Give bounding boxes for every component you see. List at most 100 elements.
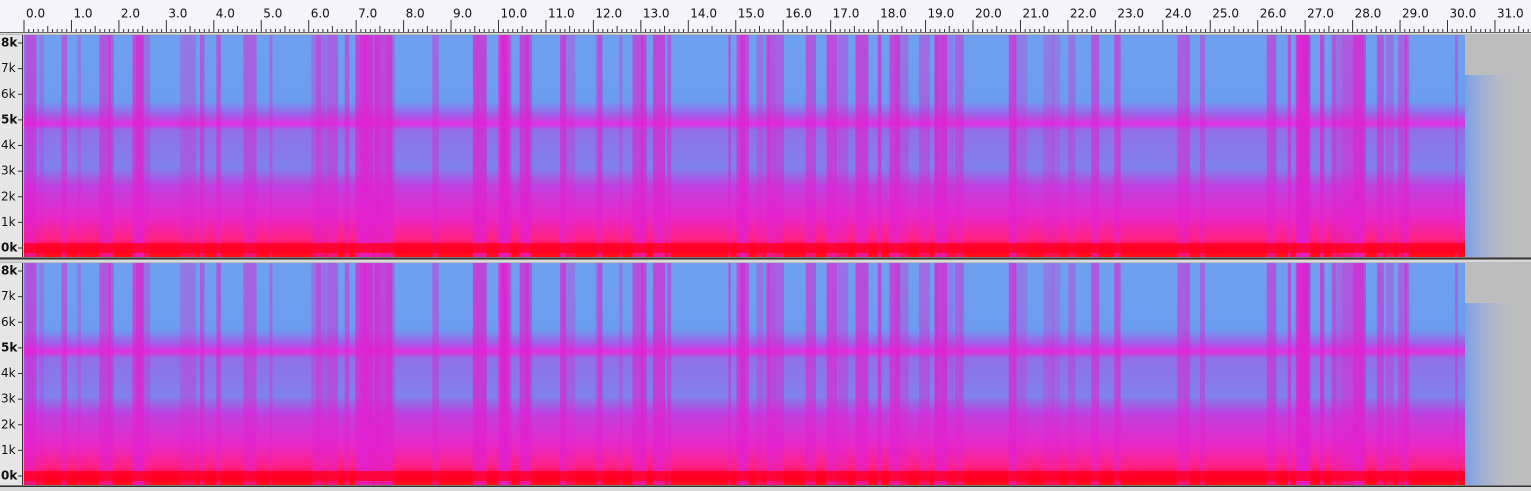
spectrogram-stripe <box>327 263 338 485</box>
spectrogram-stripe <box>1052 263 1061 485</box>
spectrogram-stripe <box>756 35 764 257</box>
spectrogram-stripe <box>24 263 38 485</box>
spectrogram-stripe <box>216 35 221 257</box>
spectrogram-stripe <box>472 263 487 485</box>
spectrogram-stripe <box>595 263 603 485</box>
spectrogram-stripe <box>855 35 869 257</box>
ruler-label: 0.0 <box>26 7 45 21</box>
ruler-label: 6.0 <box>311 7 330 21</box>
spectrogram-stripe <box>1266 35 1277 257</box>
spectrogram-stripe <box>1455 263 1458 485</box>
spectrogram-stripe <box>476 35 479 257</box>
ruler-label: 12.0 <box>595 7 622 21</box>
spectrogram-stripe <box>243 263 257 485</box>
track: 8k 7k 6k 5k 4k 3k 2k 1k 0k <box>0 34 1531 260</box>
spectrogram-stripe <box>311 263 322 485</box>
spectrogram-stripe <box>344 263 350 485</box>
spectrogram-stripe <box>934 263 948 485</box>
spectrogram-stripe <box>432 35 439 257</box>
spectrogram-stripe <box>61 35 68 257</box>
spectrogram-stripe <box>1332 35 1336 257</box>
scale-label: 3k <box>1 164 16 178</box>
spectrogram-stripe <box>182 35 196 257</box>
spectrogram-stripe <box>767 263 776 485</box>
spectrogram-stripe <box>344 35 350 257</box>
spectrogram-stripe <box>855 263 869 485</box>
scale-label: 1k <box>1 443 16 457</box>
spectrogram-stripe <box>632 35 643 257</box>
spectrogram-stripe <box>838 263 849 485</box>
spectrogram-stripe <box>525 263 533 485</box>
ruler-label: 11.0 <box>548 7 575 21</box>
scale-label: 3k <box>1 392 16 406</box>
spectrogram-stripe <box>934 35 948 257</box>
spectrogram-stripe <box>1331 263 1343 485</box>
spectrogram-stripe <box>1014 35 1028 257</box>
spectrogram-stripe <box>500 35 507 257</box>
spectrogram-stripe <box>1266 263 1277 485</box>
spectrogram-stripe <box>1385 263 1394 485</box>
spectrogram-stripe <box>179 35 183 257</box>
spectrogram-stripe <box>374 35 382 257</box>
spectrogram-stripe <box>199 263 205 485</box>
spectrogram-stripe <box>525 35 533 257</box>
spectrogram-stripe <box>1014 263 1028 485</box>
spectrogram-stripe <box>1320 263 1325 485</box>
spectrogram-stripe <box>1114 35 1121 257</box>
spectrogram-stripe <box>108 35 114 257</box>
spectrogram-stripe <box>77 35 81 257</box>
spectrogram-stripe <box>826 35 838 257</box>
spectrogram-stripe <box>61 263 68 485</box>
spectrogram-stripe <box>1091 35 1100 257</box>
spectrogram-stripe <box>1186 263 1191 485</box>
spectrogram-stripe <box>640 35 647 257</box>
scale-label: 6k <box>1 87 16 101</box>
spectrogram-stripe <box>767 35 776 257</box>
track: 8k 7k 6k 5k 4k 3k 2k 1k 0k <box>0 262 1531 488</box>
spectrogram-stripe <box>736 263 746 485</box>
scale-label: 2k <box>1 417 16 431</box>
spectrogram-stripe <box>1068 263 1076 485</box>
spectrogram-stripe <box>519 263 530 485</box>
spectrogram-stripe <box>805 263 816 485</box>
spectrogram-stripe <box>26 35 36 257</box>
spectrogram-stripe <box>765 263 770 485</box>
spectrogram-stripe <box>560 263 567 485</box>
spectrogram-stripe <box>1091 263 1100 485</box>
spectrogram-stripe <box>619 263 623 485</box>
timeline-ruler[interactable] <box>0 0 1531 33</box>
scale-label: 2k <box>1 189 16 203</box>
spectrogram-stripe <box>597 263 603 485</box>
spectrogram-stripe <box>1404 263 1408 485</box>
ruler-label: 23.0 <box>1117 7 1144 21</box>
spectrogram-stripe <box>1332 263 1336 485</box>
spectrogram-stripe <box>1200 263 1206 485</box>
spectrogram-stripe <box>472 35 487 257</box>
spectrogram-stripe <box>519 35 530 257</box>
ruler-label: 13.0 <box>643 7 670 21</box>
spectrogram-stripe <box>728 263 731 485</box>
spectrogram-stripe <box>1376 263 1384 485</box>
spectrogram-stripe <box>1287 263 1292 485</box>
spectrogram-stripe <box>315 263 327 485</box>
ruler-label: 19.0 <box>928 7 955 21</box>
ruler-label: 21.0 <box>1022 7 1049 21</box>
scale-label: 1k <box>1 215 16 229</box>
scale-label: 5k <box>1 112 18 126</box>
ruler-label: 8.0 <box>406 7 425 21</box>
spectrogram-stripe <box>632 263 643 485</box>
ruler-label: 10.0 <box>501 7 528 21</box>
spectrogram-stripe <box>955 35 964 257</box>
spectrogram-stripe <box>476 263 479 485</box>
spectrogram-stripe <box>889 35 901 257</box>
spectrogram-stripe <box>1043 263 1054 485</box>
spectrogram-stripe <box>1008 35 1017 257</box>
tracks: 8k 7k 6k 5k 4k 3k 2k 1k 0k 8k 7k 6k 5k 4k 3k 2k 1k 0k <box>0 34 1531 488</box>
spectrogram-stripe <box>1008 263 1017 485</box>
spectrogram-stripe <box>805 35 816 257</box>
spectrogram-stripe <box>315 35 327 257</box>
spectrogram-stripe <box>374 263 382 485</box>
spectrogram-stripe <box>560 35 567 257</box>
vertical-scale <box>0 35 22 257</box>
spectrogram-stripe <box>756 263 764 485</box>
